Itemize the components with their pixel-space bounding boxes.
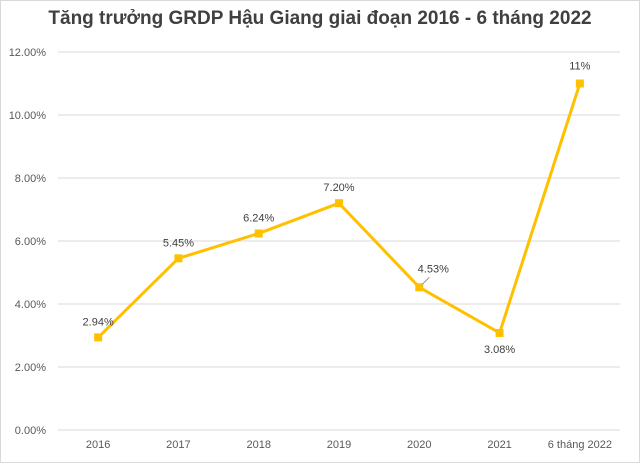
x-axis-ticks: 2016 2017 2018 2019 2020 2021 6 tháng 2022 <box>86 439 612 451</box>
data-labels: 2.94% 5.45% 6.24% 7.20% 4.53% 3.08% 11% <box>83 61 591 356</box>
series-line <box>96 82 582 339</box>
x-tick-label: 2018 <box>246 439 270 451</box>
data-label: 6.24% <box>243 212 274 224</box>
chart-title: Tăng trưởng GRDP Hậu Giang giai đoạn 201… <box>48 8 592 29</box>
x-tick-label: 2017 <box>166 439 190 451</box>
data-label: 11% <box>569 61 590 73</box>
y-tick-label: 4.00% <box>15 299 46 311</box>
data-point-marker <box>335 199 343 208</box>
x-tick-label: 6 tháng 2022 <box>548 439 612 451</box>
data-label: 5.45% <box>163 237 194 249</box>
y-tick-label: 2.00% <box>15 362 46 374</box>
y-axis-ticks: 0.00% 2.00% 4.00% 6.00% 8.00% 10.00% 12.00% <box>9 47 47 437</box>
data-label: 2.94% <box>83 316 114 328</box>
data-point-marker <box>254 229 263 238</box>
data-point-marker <box>495 328 504 337</box>
leader-line <box>421 276 430 285</box>
data-point-marker <box>174 254 183 263</box>
y-tick-label: 10.00% <box>9 110 47 122</box>
y-tick-label: 8.00% <box>15 173 46 185</box>
y-tick-label: 6.00% <box>15 236 46 248</box>
x-tick-label: 2021 <box>487 439 511 451</box>
y-tick-label: 0.00% <box>15 425 46 437</box>
data-label: 4.53% <box>418 263 449 275</box>
x-tick-label: 2019 <box>327 439 351 451</box>
y-tick-label: 12.00% <box>9 47 47 59</box>
data-label: 7.20% <box>323 182 354 194</box>
x-tick-label: 2016 <box>86 439 110 451</box>
data-label: 3.08% <box>484 344 515 356</box>
data-point-marker <box>575 79 584 88</box>
data-point-marker <box>94 333 103 342</box>
gridlines <box>58 51 620 431</box>
x-tick-label: 2020 <box>407 439 431 451</box>
series-group <box>94 79 584 342</box>
data-point-marker <box>415 283 424 292</box>
